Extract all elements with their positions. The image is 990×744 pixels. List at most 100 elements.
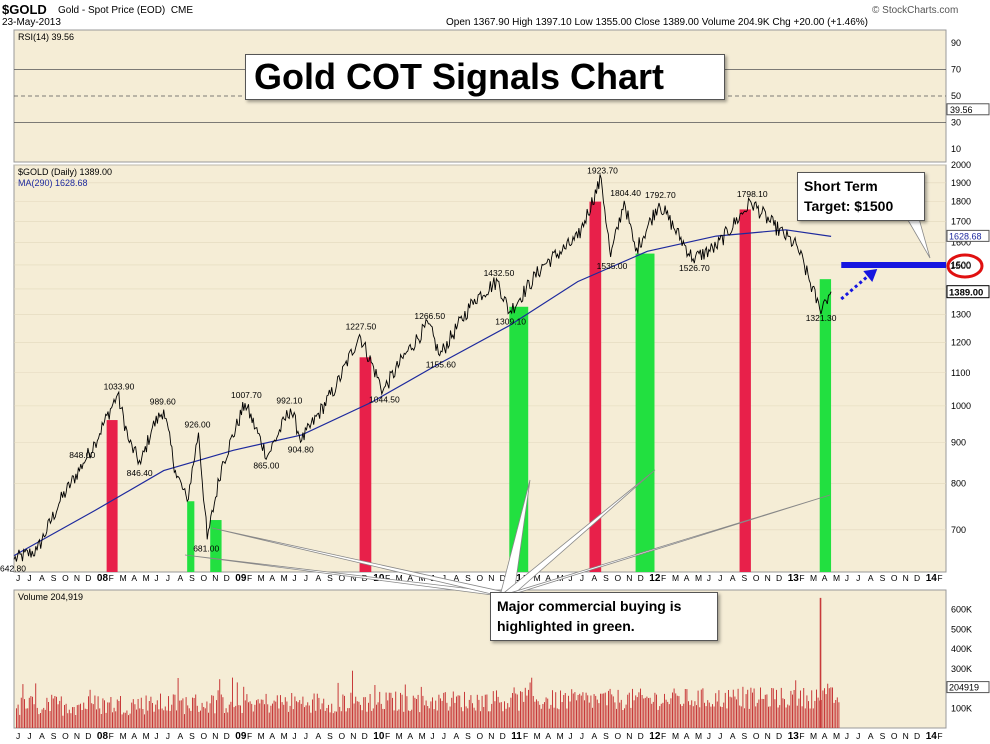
x-tick-label: M [695, 573, 702, 583]
volume-bar [230, 701, 232, 728]
close-current-box [946, 285, 990, 299]
volume-bar [550, 704, 552, 728]
volume-bar [193, 698, 195, 728]
volume-bar [465, 706, 467, 728]
x-tick-label: J [154, 731, 158, 741]
volume-bar [798, 698, 800, 728]
x-tick-label: A [407, 573, 413, 583]
volume-bar [424, 705, 425, 728]
volume-bar [363, 697, 365, 728]
volume-bar [512, 693, 513, 728]
volume-bar [492, 691, 494, 728]
volume-bar [800, 690, 801, 728]
price-annotation: 1155.60 [426, 360, 456, 370]
volume-bar [649, 697, 651, 728]
volume-bar [371, 710, 373, 728]
volume-bar [232, 677, 233, 728]
volume-bar [145, 695, 147, 728]
volume-bar [321, 703, 323, 728]
x-tick-label: F [247, 573, 252, 583]
volume-bar [513, 687, 515, 728]
volume-bar [596, 699, 598, 728]
volume-bar [508, 707, 510, 728]
volume-bar [312, 699, 313, 728]
x-tick-label: 12 [649, 573, 661, 584]
volume-bar [811, 690, 813, 728]
x-tick-label: 13 [788, 573, 800, 584]
sell-signal-bar [359, 357, 372, 572]
x-tick-label: M [143, 731, 150, 741]
volume-bar [120, 696, 121, 728]
volume-bar [299, 700, 301, 728]
volume-bar [638, 692, 640, 728]
volume-bar [62, 715, 64, 728]
x-tick-label: A [591, 573, 597, 583]
volume-bar [515, 693, 517, 728]
volume-bar [139, 708, 141, 728]
price-annotation: 1526.70 [679, 263, 710, 273]
x-tick-label: S [465, 731, 471, 741]
price-annotation: 1792.70 [645, 190, 676, 200]
x-tick-label: J [442, 731, 446, 741]
volume-bar [390, 692, 392, 728]
volume-bar [105, 712, 107, 728]
volume-current-box [946, 681, 990, 694]
x-tick-label: J [16, 573, 20, 583]
volume-bar [694, 701, 696, 728]
x-tick-label: D [914, 731, 920, 741]
volume-bar [556, 708, 558, 728]
volume-bar [616, 708, 617, 728]
volume-bar [696, 705, 697, 728]
x-tick-label: A [177, 573, 183, 583]
volume-bar [352, 670, 353, 728]
volume-bar [248, 702, 249, 728]
x-tick-label: 08 [97, 573, 109, 584]
volume-bar [179, 700, 181, 728]
volume-bar [748, 708, 750, 728]
x-tick-label: N [350, 573, 356, 583]
volume-bar [278, 708, 280, 728]
volume-bar [428, 708, 430, 728]
x-tick-label: O [339, 731, 346, 741]
volume-bar [452, 691, 454, 728]
volume-bar [209, 703, 211, 728]
volume-bar [443, 692, 445, 728]
volume-bar [835, 700, 837, 728]
volume-bar [409, 711, 411, 728]
x-tick-label: J [430, 731, 434, 741]
volume-bar [84, 708, 86, 728]
volume-bar [81, 710, 83, 728]
x-tick-label: A [684, 731, 690, 741]
volume-bar [660, 703, 662, 728]
volume-bar [558, 709, 560, 728]
volume-bar [219, 679, 221, 728]
volume-bar [507, 703, 509, 728]
volume-bar [75, 715, 77, 728]
volume-bar [33, 704, 35, 728]
price-annotation: 681.00 [193, 543, 219, 553]
x-tick-label: M [534, 731, 541, 741]
volume-bar [326, 708, 328, 728]
volume-bar [128, 715, 129, 728]
volume-bar [288, 711, 289, 728]
volume-bar [244, 700, 246, 728]
volume-x-axis: J J A S O N D 08 F M A M J J A S O N D 09 F M A M J J A S O N D 10 F M A M J… [16, 731, 943, 742]
volume-bar [576, 700, 577, 728]
volume-bar [657, 709, 659, 728]
volume-bar [260, 699, 262, 728]
volume-bar [425, 700, 427, 728]
x-tick-label: M [281, 731, 288, 741]
x-tick-label: A [730, 731, 736, 741]
volume-bar [708, 702, 710, 728]
volume-bar [147, 710, 149, 728]
volume-bar [795, 680, 797, 728]
volume-bar [606, 705, 608, 728]
volume-bar [121, 714, 123, 728]
price-annotation: 1044.50 [369, 395, 400, 405]
volume-bar [361, 710, 363, 728]
volume-bar [697, 690, 699, 728]
volume-bar [257, 699, 259, 728]
price-annotation: 1033.90 [104, 381, 135, 391]
volume-bar [540, 708, 542, 728]
volume-bar [76, 705, 78, 728]
